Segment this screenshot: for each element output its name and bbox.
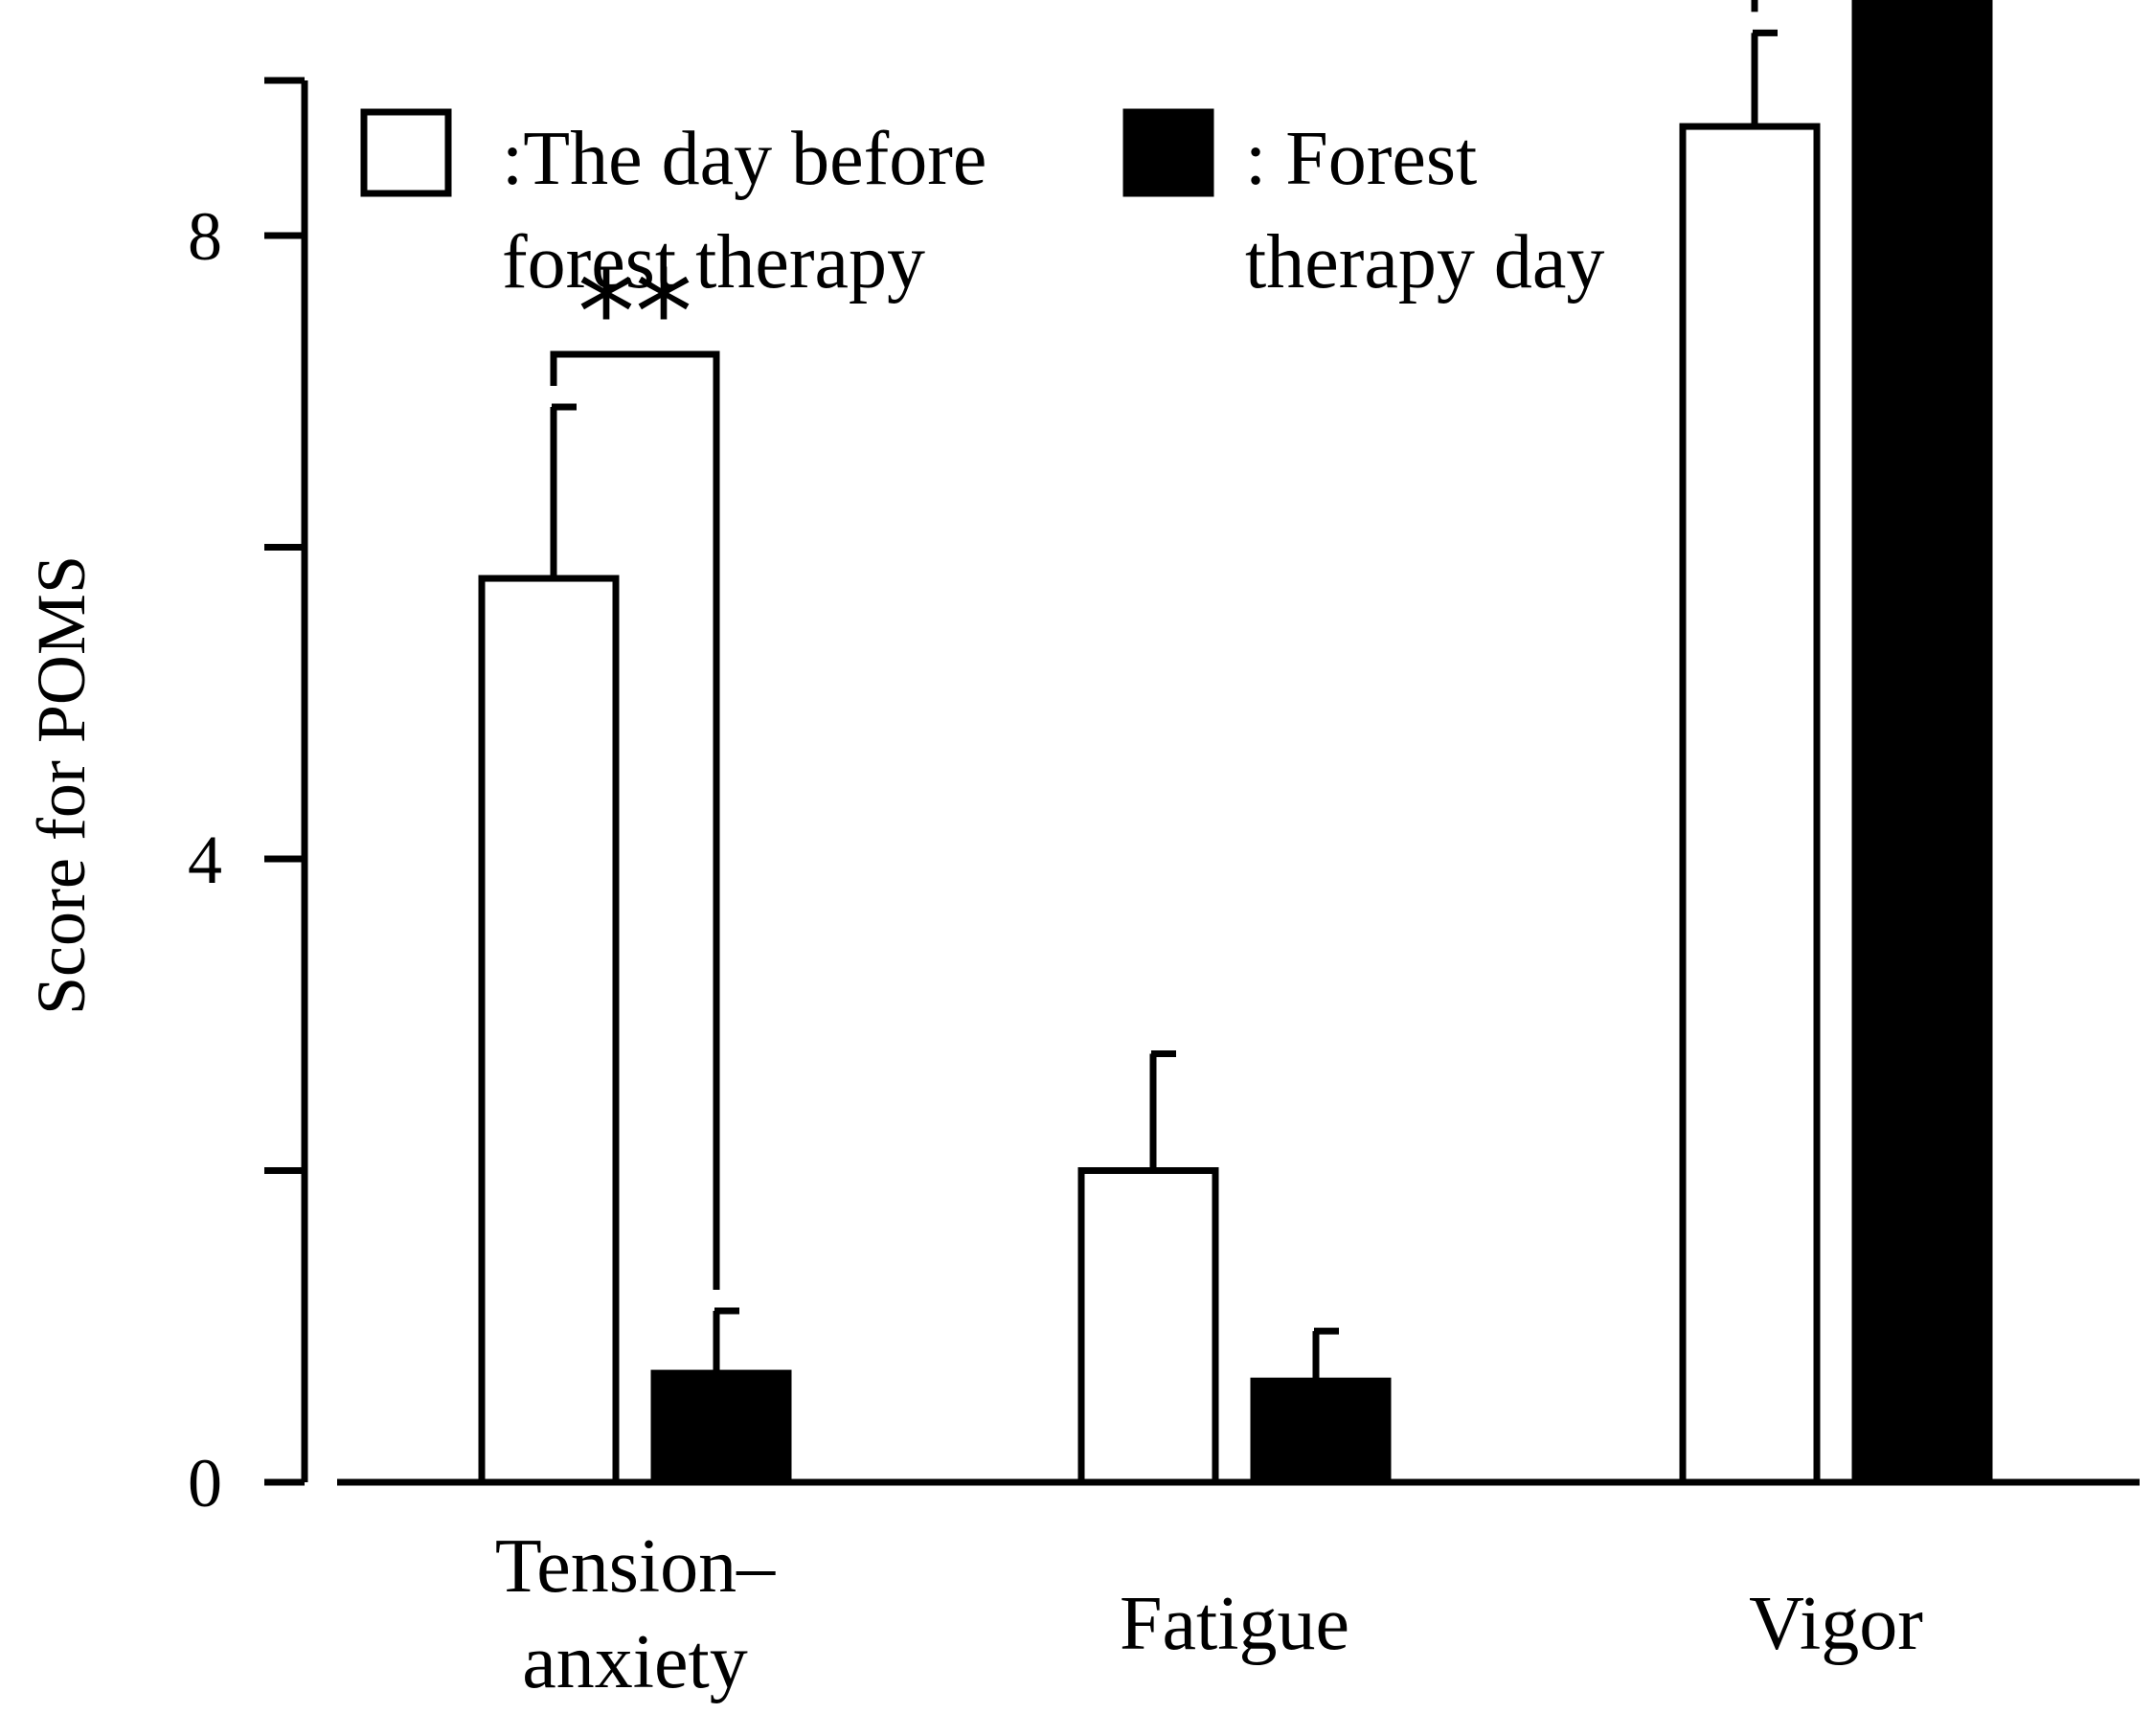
bars	[478, 0, 1993, 1486]
significance-label: **	[578, 247, 692, 380]
bar	[1851, 0, 1993, 1486]
legend-label-line: forest therapy	[502, 220, 925, 304]
x-category-label: Fatigue	[1120, 1582, 1349, 1666]
y-tick-label: 0	[188, 1445, 222, 1522]
x-category-label-line: Fatigue	[1120, 1582, 1349, 1666]
x-category-label-line: Tension–	[495, 1524, 776, 1609]
bar	[650, 1369, 792, 1486]
x-category-label-line: anxiety	[522, 1620, 747, 1704]
legend-label-line: therapy day	[1245, 220, 1604, 304]
y-tick-label: 8	[188, 198, 222, 275]
legend-label-line: :The day before	[502, 117, 986, 201]
bar	[1679, 123, 1821, 1486]
x-category-label-line: Vigor	[1749, 1582, 1923, 1666]
bar	[1077, 1167, 1219, 1486]
x-category-label: Tension– anxiety	[495, 1524, 776, 1704]
y-axis-label: Score for POMS	[23, 555, 100, 1015]
legend: :The day before forest therapy : Forest the…	[360, 108, 1604, 304]
y-tick-label: 4	[188, 822, 222, 898]
legend-label-line: : Forest	[1245, 117, 1477, 201]
bar	[1250, 1377, 1392, 1486]
significance-brackets: ****	[550, 0, 1758, 1290]
legend-label: : Forest therapy day	[1245, 117, 1604, 304]
bar	[478, 575, 620, 1486]
legend-label: :The day before forest therapy	[502, 117, 986, 304]
legend-swatch	[360, 108, 452, 197]
significance-bracket	[550, 350, 720, 1290]
x-category-label: Vigor	[1749, 1582, 1923, 1666]
legend-swatch	[1122, 108, 1214, 197]
